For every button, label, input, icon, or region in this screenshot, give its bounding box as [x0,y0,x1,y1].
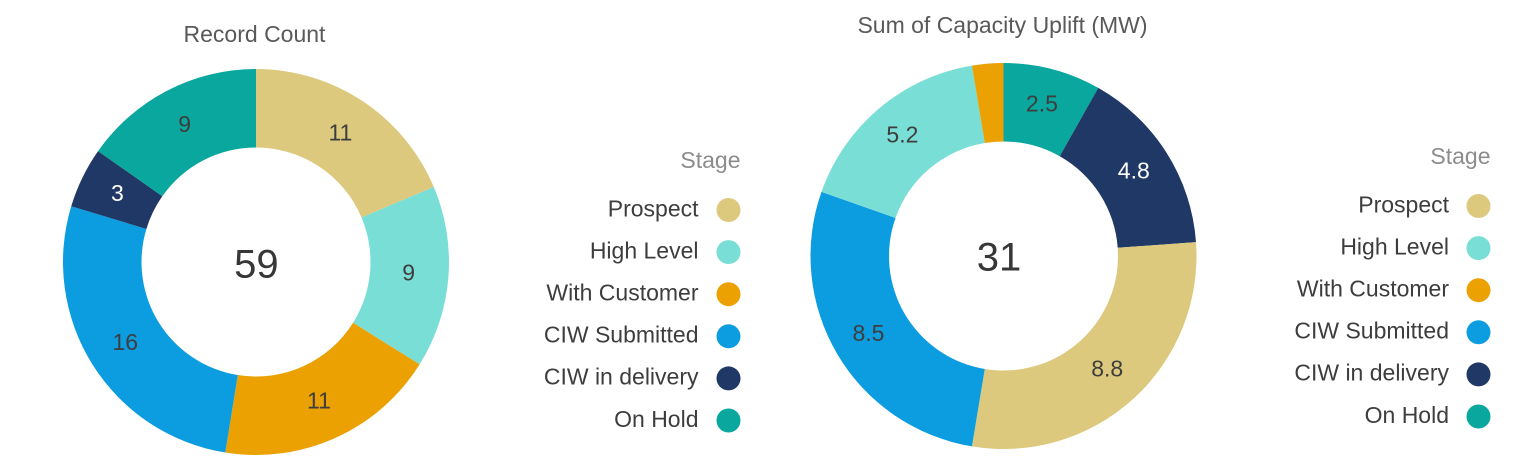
svg-text:9: 9 [178,111,191,137]
svg-text:With Customer: With Customer [1297,276,1449,302]
svg-text:Prospect: Prospect [1358,191,1449,217]
svg-text:Record Count: Record Count [184,21,327,47]
svg-text:CIW Submitted: CIW Submitted [544,322,699,348]
svg-text:31: 31 [977,235,1022,279]
svg-text:CIW Submitted: CIW Submitted [1294,318,1449,344]
svg-text:Prospect: Prospect [608,195,699,221]
svg-text:4.8: 4.8 [1118,158,1150,184]
svg-text:5.2: 5.2 [886,122,918,148]
svg-text:High Level: High Level [1340,233,1449,259]
svg-text:16: 16 [113,329,139,355]
svg-text:High Level: High Level [590,237,699,263]
svg-text:On Hold: On Hold [614,406,698,432]
svg-text:59: 59 [234,242,279,286]
svg-text:11: 11 [328,119,352,145]
svg-text:3: 3 [111,180,124,206]
svg-text:9: 9 [402,260,415,286]
svg-text:On Hold: On Hold [1365,402,1449,428]
svg-text:8.8: 8.8 [1091,356,1123,382]
svg-text:Stage: Stage [680,147,740,173]
svg-text:CIW in delivery: CIW in delivery [1294,360,1449,386]
svg-text:With Customer: With Customer [546,280,698,306]
svg-text:11: 11 [307,387,331,413]
svg-text:Sum of Capacity Uplift (MW): Sum of Capacity Uplift (MW) [857,12,1147,38]
svg-text:CIW in delivery: CIW in delivery [544,364,699,390]
svg-text:Stage: Stage [1430,143,1490,169]
svg-text:8.5: 8.5 [853,320,885,346]
svg-text:2.5: 2.5 [1026,90,1058,116]
